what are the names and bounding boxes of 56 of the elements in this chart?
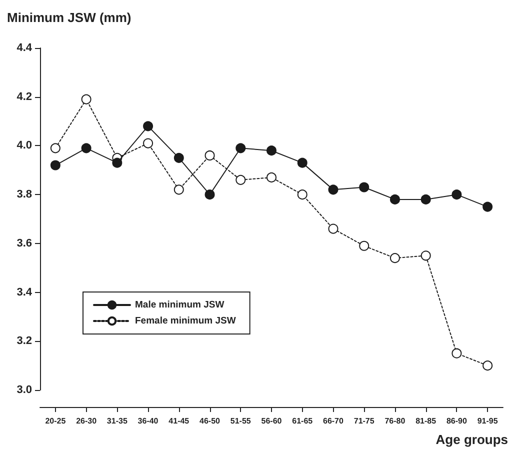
- point: [297, 158, 308, 168]
- point: [359, 240, 370, 251]
- y-tick-label: 3.6: [16, 237, 32, 250]
- x-tick-label: 91-95: [477, 416, 498, 426]
- point: [359, 182, 370, 192]
- point: [112, 158, 122, 168]
- point: [390, 253, 400, 264]
- x-tick-label: 61-65: [292, 416, 314, 426]
- point: [297, 190, 308, 200]
- point: [174, 152, 184, 163]
- x-tick-label: 46-50: [200, 416, 221, 426]
- x-tick-label: 81-85: [416, 416, 437, 426]
- point: [236, 143, 246, 154]
- point: [204, 150, 215, 160]
- point: [143, 121, 154, 132]
- y-axis-title: Minimum JSW (mm): [7, 10, 132, 25]
- x-tick-label: 51-55: [230, 416, 252, 426]
- point: [452, 190, 462, 200]
- point: [390, 194, 400, 204]
- y-tick-label: 3.8: [16, 188, 32, 201]
- y-tick-label: 4.0: [16, 140, 32, 152]
- y-tick-label: 3.4: [16, 286, 33, 298]
- x-tick-label: 31-35: [106, 416, 128, 426]
- x-tick-label: 56-60: [261, 416, 282, 426]
- x-tick-label: 20-25: [45, 416, 66, 426]
- point: [266, 146, 276, 156]
- point: [420, 194, 431, 204]
- point: [482, 202, 493, 212]
- x-tick-label: 36-40: [138, 416, 159, 426]
- x-tick-label: 41-45: [168, 416, 190, 426]
- x-tick-label: 76-80: [384, 416, 406, 426]
- point: [81, 143, 92, 154]
- point: [236, 174, 246, 185]
- point: [143, 138, 154, 148]
- point: [50, 143, 60, 154]
- point: [482, 360, 493, 371]
- point: [50, 160, 60, 170]
- point: [420, 250, 431, 261]
- x-tick-label: 66-70: [323, 416, 344, 426]
- point: [328, 224, 338, 234]
- x-tick-label: 26-30: [76, 416, 98, 426]
- legend-label: Female minimum JSW: [135, 316, 236, 326]
- y-tick-label: 4.2: [16, 90, 32, 103]
- x-axis-title: Age groups: [436, 432, 508, 447]
- x-tick-label: 71-75: [354, 416, 375, 426]
- y-tick-label: 3.2: [16, 335, 32, 348]
- point: [174, 184, 184, 195]
- point: [204, 190, 215, 200]
- point: [81, 94, 92, 104]
- y-tick-label: 3.0: [16, 384, 32, 396]
- point: [266, 172, 276, 182]
- point: [328, 184, 338, 195]
- y-tick-label: 4.4: [16, 42, 33, 54]
- point: [452, 348, 462, 358]
- x-tick-label: 86-90: [446, 416, 468, 426]
- legend-label: Male minimum JSW: [135, 300, 224, 310]
